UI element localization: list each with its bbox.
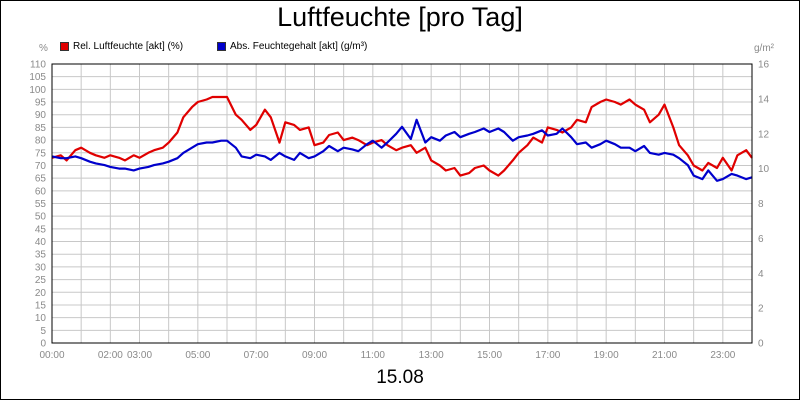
grid-layer	[51, 63, 753, 344]
y-left-tick-label: 75	[35, 148, 47, 159]
x-tick-label: 11:00	[361, 350, 386, 361]
y-left-tick-label: 65	[35, 174, 47, 185]
y-left-tick-label: 60	[35, 186, 47, 197]
y-left-tick-label: 70	[35, 161, 47, 172]
y-left-tick-label: 95	[35, 98, 47, 109]
x-tick-label: 21:00	[652, 350, 677, 361]
legend-swatch-red	[60, 41, 69, 51]
y-left-tick-label: 40	[35, 237, 47, 248]
x-tick-label: 05:00	[185, 350, 210, 361]
y-left-tick-label: 20	[35, 288, 47, 299]
y-right-tick-label: 8	[758, 199, 764, 210]
x-tick-label: 02:00	[98, 350, 123, 361]
y-left-tick-label: 45	[35, 224, 47, 235]
y-right-tick-label: 2	[758, 304, 764, 315]
x-tick-label: 03:00	[127, 350, 152, 361]
y-right-tick-label: 16	[758, 60, 770, 71]
legend-item-abs-humidity: Abs. Feuchtegehalt [akt] (g/m³)	[217, 39, 367, 53]
y-right-tick-label: 6	[758, 234, 764, 245]
x-axis-date-label: 15.08	[376, 367, 424, 388]
y-left-tick-label: 5	[40, 326, 46, 337]
y-left-unit-label: %	[39, 43, 48, 54]
series-line-abs-humidity	[51, 118, 753, 182]
y-right-tick-label: 10	[758, 164, 770, 175]
legend-item-rel-humidity: Rel. Luftfeuchte [akt] (%)	[60, 39, 183, 53]
legend-label-rel-humidity: Rel. Luftfeuchte [akt] (%)	[73, 40, 184, 52]
y-left-tick-label: 0	[40, 339, 46, 350]
y-left-tick-label: 85	[35, 123, 47, 134]
legend-swatch-blue	[217, 41, 226, 51]
y-right-unit-label: g/m²	[754, 43, 774, 54]
y-left-tick-label: 10	[35, 313, 47, 324]
y-left-tick-label: 80	[35, 136, 47, 147]
x-tick-label: 13:00	[419, 350, 444, 361]
chart-title: Luftfeuchte [pro Tag]	[277, 2, 523, 32]
plot-border	[51, 63, 753, 344]
y-left-tick-label: 100	[29, 85, 46, 96]
y-left-tick-label: 35	[35, 250, 47, 261]
legend-label-abs-humidity: Abs. Feuchtegehalt [akt] (g/m³)	[230, 40, 368, 52]
y-right-tick-label: 14	[758, 94, 770, 105]
y-left-tick-label: 110	[30, 60, 46, 71]
y-left-tick-label: 25	[35, 275, 47, 286]
y-left-tick-label: 90	[35, 110, 47, 121]
x-tick-label: 00:00	[39, 350, 64, 361]
y-left-tick-label: 55	[35, 199, 47, 210]
y-left-tick-label: 50	[35, 212, 47, 223]
y-right-tick-label: 0	[758, 339, 764, 350]
x-tick-label: 07:00	[244, 350, 269, 361]
y-left-tick-label: 30	[35, 262, 47, 273]
y-left-tick-label: 15	[35, 300, 47, 311]
y-left-tick-label: 105	[29, 72, 46, 83]
y-right-tick-label: 4	[758, 269, 764, 280]
series-layer	[51, 95, 753, 182]
x-tick-label: 15:00	[477, 350, 502, 361]
x-tick-label: 09:00	[302, 350, 327, 361]
x-tick-label: 19:00	[594, 350, 619, 361]
x-tick-label: 23:00	[710, 350, 735, 361]
x-tick-label: 17:00	[535, 350, 560, 361]
y-right-tick-label: 12	[758, 129, 770, 140]
series-line-rel-humidity	[51, 95, 753, 177]
tick-layer: 0510152025303540455055606570758085909510…	[29, 60, 769, 362]
